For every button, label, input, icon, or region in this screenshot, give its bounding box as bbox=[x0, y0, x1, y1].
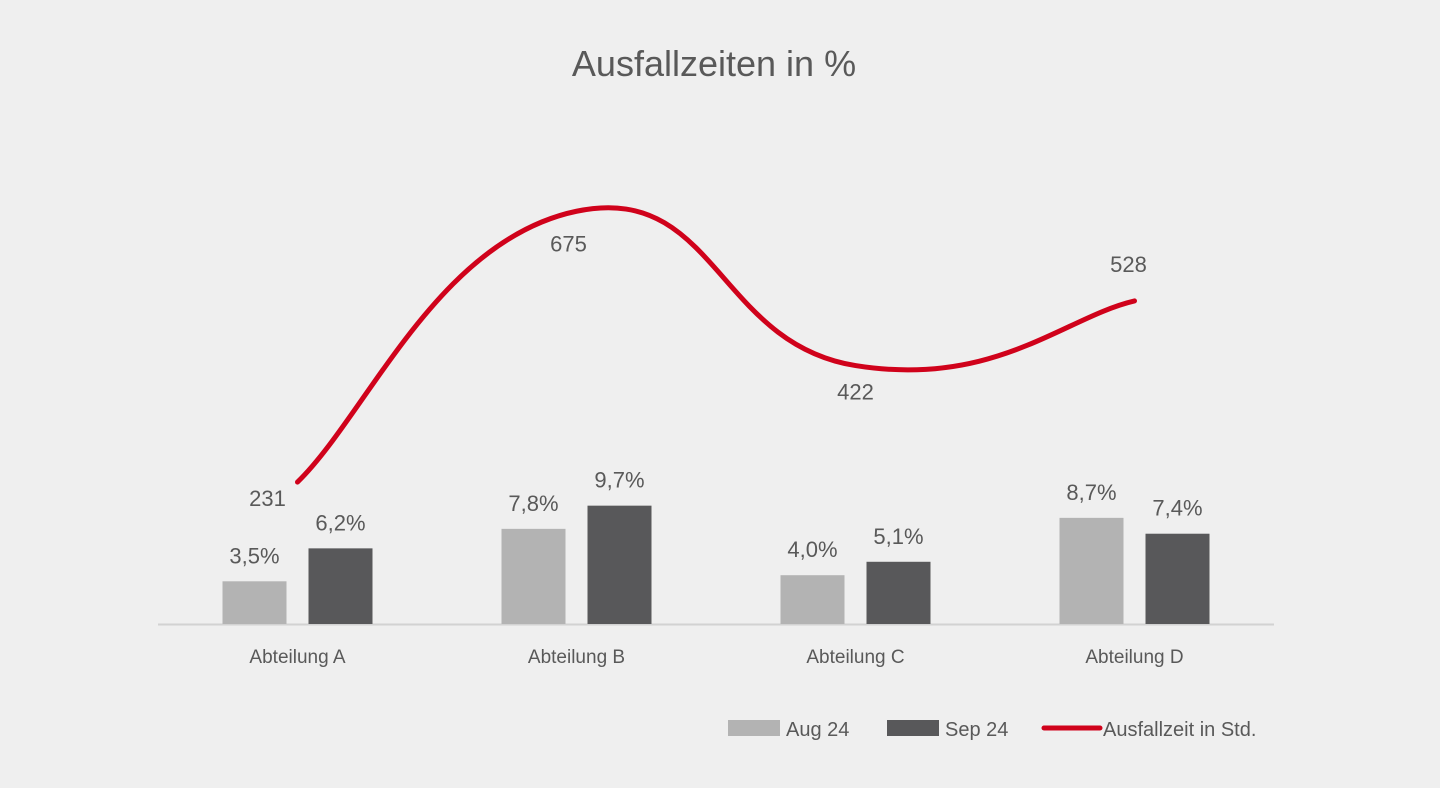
bar-aug bbox=[501, 528, 566, 624]
bar-aug bbox=[222, 581, 287, 624]
line-data-label: 422 bbox=[837, 380, 874, 405]
bar-data-label: 3,5% bbox=[229, 543, 279, 568]
legend-swatch bbox=[887, 720, 939, 736]
bar-data-label: 6,2% bbox=[315, 510, 365, 535]
bar-data-label: 4,0% bbox=[787, 537, 837, 562]
bar-data-label: 7,4% bbox=[1152, 496, 1202, 521]
line-data-label: 675 bbox=[550, 231, 587, 256]
bar-aug bbox=[1059, 517, 1124, 624]
bar-data-label: 9,7% bbox=[594, 468, 644, 493]
category-label: Abteilung B bbox=[528, 647, 625, 668]
bar-data-label: 7,8% bbox=[508, 491, 558, 516]
legend-label: Ausfallzeit in Std. bbox=[1103, 719, 1256, 741]
line-series-ausfallzeit bbox=[295, 205, 1137, 485]
bar-sep bbox=[308, 548, 373, 624]
category-label: Abteilung C bbox=[806, 647, 904, 668]
line-data-label: 528 bbox=[1110, 252, 1147, 277]
bar-sep bbox=[866, 561, 931, 624]
chart-title: Ausfallzeiten in % bbox=[572, 43, 856, 84]
bar-data-label: 8,7% bbox=[1066, 480, 1116, 505]
legend-swatch bbox=[728, 720, 780, 736]
line-data-label: 231 bbox=[249, 486, 286, 511]
legend-label: Sep 24 bbox=[945, 719, 1008, 741]
legend-label: Aug 24 bbox=[786, 719, 849, 741]
bar-sep bbox=[1145, 533, 1210, 624]
bar-sep bbox=[587, 505, 652, 624]
category-label: Abteilung A bbox=[249, 647, 345, 668]
bar-aug bbox=[780, 575, 845, 624]
line-layer bbox=[295, 205, 1137, 485]
bar-data-label: 5,1% bbox=[873, 524, 923, 549]
labels-layer: Abteilung A Abteilung B Abteilung C Abteilu… bbox=[229, 231, 1202, 668]
bars-layer bbox=[222, 505, 1210, 624]
category-label: Abteilung D bbox=[1085, 647, 1183, 668]
legend: Aug 24 Sep 24 Ausfallzeit in Std. bbox=[728, 719, 1256, 741]
